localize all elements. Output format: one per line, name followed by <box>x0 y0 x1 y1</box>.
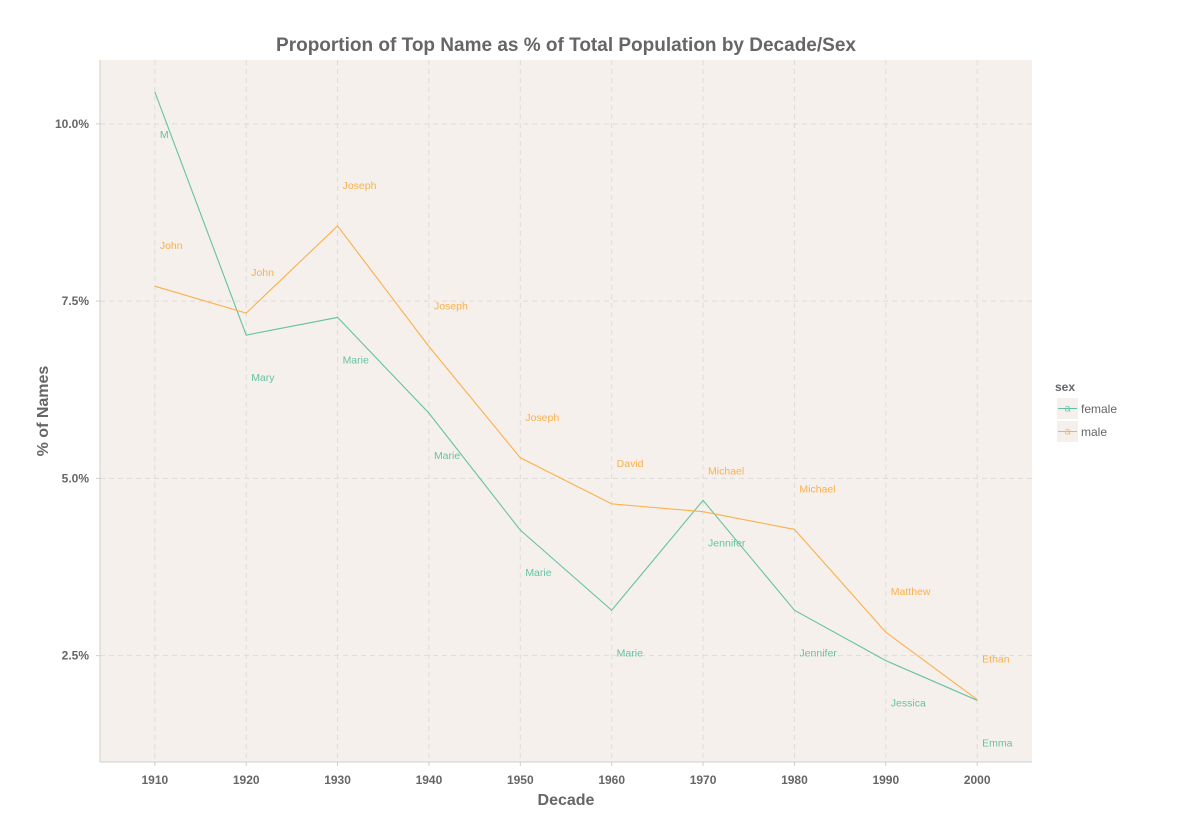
point-label-female: Marie <box>434 450 460 462</box>
point-label-female: Marie <box>617 647 643 659</box>
legend-title: sex <box>1055 380 1075 394</box>
grid <box>100 60 1032 762</box>
point-label-male: Joseph <box>434 300 468 312</box>
x-axis-title: Decade <box>538 792 595 809</box>
point-label-male: Matthew <box>891 586 931 598</box>
series-line-female <box>154 91 978 701</box>
point-label-male: Joseph <box>343 180 377 192</box>
point-label-male: Michael <box>708 466 744 478</box>
point-label-male: John <box>160 240 183 252</box>
point-label-female: Marie <box>525 567 551 579</box>
point-label-female: Mary <box>251 372 275 384</box>
x-tick-label: 1910 <box>141 773 168 787</box>
y-tick-label: 10.0% <box>55 117 89 131</box>
point-label-male: John <box>251 267 274 279</box>
x-tick-label: 1960 <box>598 773 625 787</box>
y-axis-title: % of Names <box>35 366 52 457</box>
x-tick-label: 1920 <box>233 773 260 787</box>
y-tick-label: 7.5% <box>62 294 90 308</box>
point-labels: M Mary Marie Marie Marie Marie Jennifer Jennife… <box>160 129 1013 749</box>
x-tick-label: 1950 <box>507 773 534 787</box>
x-tick-label: 2000 <box>964 773 991 787</box>
legend-label-male: male <box>1081 425 1107 439</box>
point-label-female: Marie <box>343 354 369 366</box>
point-label-male: Michael <box>799 483 835 495</box>
chart-title: Proportion of Top Name as % of Total Pop… <box>276 35 856 56</box>
x-tick-label: 1930 <box>324 773 351 787</box>
x-tick-label: 1980 <box>781 773 808 787</box>
series-line-male <box>154 225 978 701</box>
point-label-male: David <box>617 458 644 470</box>
y-tick-label: 2.5% <box>62 649 90 663</box>
legend-key-glyph: a <box>1065 403 1071 415</box>
y-tick-label: 5.0% <box>62 471 90 485</box>
point-label-male: Ethan <box>982 654 1010 666</box>
x-tick-label: 1940 <box>416 773 443 787</box>
point-label-female: Emma <box>982 737 1012 749</box>
point-label-female: Jennifer <box>708 537 746 549</box>
legend-key-glyph: a <box>1065 426 1071 438</box>
axis-lines <box>99 60 1032 763</box>
legend-label-female: female <box>1081 402 1117 416</box>
x-tick-label: 1970 <box>690 773 717 787</box>
point-label-female: M <box>160 129 169 141</box>
plot-panel <box>100 60 1032 762</box>
x-tick-label: 1990 <box>872 773 899 787</box>
point-label-female: Jennifer <box>799 647 837 659</box>
point-label-female: Jessica <box>891 698 926 710</box>
y-tick-labels: 2.5% 5.0% 7.5% 10.0% <box>55 117 100 663</box>
series-lines <box>154 91 978 701</box>
x-tick-labels: 1910 1920 1930 1940 1950 1960 1970 1980 1990 2000 <box>141 762 991 787</box>
point-label-male: Joseph <box>525 412 559 424</box>
